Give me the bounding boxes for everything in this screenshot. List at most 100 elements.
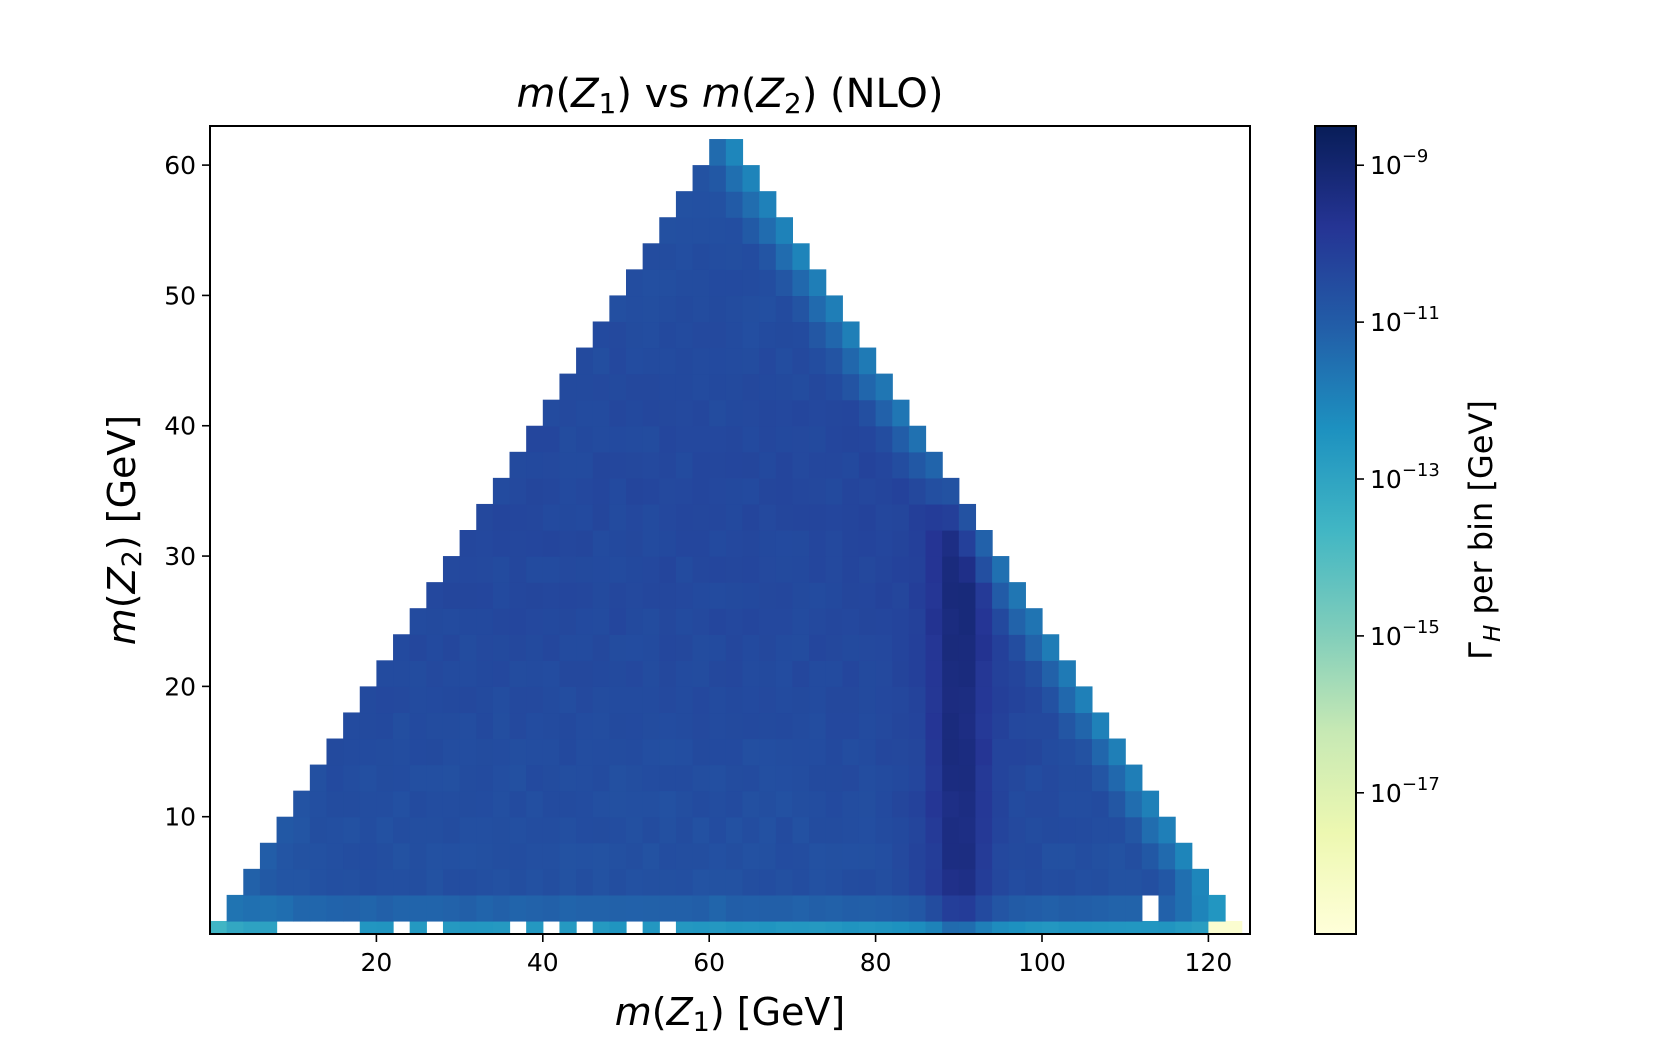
heatmap-cell <box>509 894 527 922</box>
heatmap-cell <box>709 347 727 375</box>
heatmap-cell <box>908 868 927 896</box>
heatmap-cell <box>992 764 1010 792</box>
heatmap-cell <box>958 503 977 531</box>
heatmap-cell <box>359 894 377 922</box>
heatmap-cell <box>559 477 577 505</box>
heatmap-cell <box>759 321 777 349</box>
heatmap-cell <box>1075 686 1093 714</box>
heatmap-cell <box>542 868 561 896</box>
heatmap-cell <box>908 503 927 531</box>
heatmap-cell <box>725 477 744 505</box>
heatmap-cell <box>576 399 594 427</box>
heatmap-cell <box>675 686 694 714</box>
heatmap-cell <box>576 556 594 583</box>
heatmap-cell <box>809 790 827 818</box>
heatmap-cell <box>426 686 444 714</box>
heatmap-cell <box>858 530 877 557</box>
heatmap-cell <box>709 764 727 792</box>
heatmap-cell <box>1175 842 1193 870</box>
heatmap-cell <box>1191 894 1209 922</box>
heatmap-cell <box>642 842 660 870</box>
heatmap-cell <box>526 686 544 714</box>
heatmap-cell <box>742 608 760 635</box>
heatmap-cell <box>825 608 843 635</box>
heatmap-cell <box>725 139 744 166</box>
heatmap-cell <box>1008 712 1026 740</box>
heatmap-cell <box>742 243 760 270</box>
heatmap-cell <box>925 738 943 766</box>
heatmap-cell <box>775 894 793 922</box>
heatmap-cell <box>975 790 993 818</box>
heatmap-cell <box>1058 660 1076 687</box>
heatmap-cell <box>1191 920 1209 935</box>
heatmap-cell <box>542 556 561 583</box>
heatmap-cell <box>459 556 477 583</box>
heatmap-cell <box>592 764 610 792</box>
heatmap-cell <box>476 503 494 531</box>
heatmap-cell <box>376 712 394 740</box>
heatmap-cell <box>476 634 494 661</box>
heatmap-cell <box>642 243 660 270</box>
heatmap-cell <box>576 530 594 557</box>
heatmap-cell <box>759 191 777 218</box>
heatmap-cell <box>709 373 727 401</box>
heatmap-cell <box>526 477 544 505</box>
heatmap-cell <box>459 764 477 792</box>
heatmap-cell <box>226 920 244 935</box>
heatmap-cell <box>675 634 694 661</box>
heatmap-cell <box>759 660 777 687</box>
heatmap-cell <box>492 764 511 792</box>
heatmap-cell <box>542 894 561 922</box>
heatmap-cell <box>526 503 544 531</box>
heatmap-cell <box>376 790 394 818</box>
heatmap-cell <box>809 738 827 766</box>
x-tick-label: 20 <box>360 948 392 977</box>
heatmap-cell <box>759 582 777 609</box>
heatmap-cell <box>659 425 677 453</box>
heatmap-cell <box>1158 920 1176 935</box>
heatmap-cell <box>825 790 843 818</box>
heatmap-cell <box>1042 816 1060 844</box>
heatmap-cell <box>409 686 427 714</box>
heatmap-cell <box>542 530 561 557</box>
heatmap-cell <box>1091 816 1110 844</box>
heatmap-cell <box>659 503 677 531</box>
heatmap-cell <box>992 920 1010 935</box>
heatmap-cell <box>825 399 843 427</box>
heatmap-cell <box>542 503 561 531</box>
heatmap-cell <box>925 503 943 531</box>
heatmap-cell <box>792 556 810 583</box>
heatmap-cell <box>908 530 927 557</box>
x-tick-label: 120 <box>1185 948 1233 977</box>
heatmap-cell <box>842 321 860 349</box>
heatmap-cell <box>875 764 893 792</box>
heatmap-cell <box>592 530 610 557</box>
heatmap-cell <box>925 686 943 714</box>
heatmap-cell <box>626 608 644 635</box>
heatmap-cell <box>1042 920 1060 935</box>
heatmap-cell <box>509 686 527 714</box>
heatmap-cell <box>858 868 877 896</box>
heatmap-cell <box>409 634 427 661</box>
heatmap-cell <box>576 347 594 375</box>
heatmap-cell <box>359 842 377 870</box>
heatmap-cell <box>775 920 793 935</box>
heatmap-cell <box>825 660 843 687</box>
heatmap-cell <box>875 816 893 844</box>
heatmap-cell <box>476 920 494 935</box>
heatmap-cell <box>442 686 461 714</box>
heatmap-cell <box>908 425 927 453</box>
heatmap-cell <box>1208 894 1226 922</box>
heatmap-cell <box>908 816 927 844</box>
heatmap-cell <box>509 790 527 818</box>
y-tick-label: 10 <box>164 803 196 832</box>
heatmap-cell <box>442 634 461 661</box>
heatmap-cell <box>942 738 960 766</box>
heatmap-cell <box>892 712 910 740</box>
heatmap-cell <box>692 477 710 505</box>
heatmap-cell <box>559 790 577 818</box>
heatmap-cell <box>1225 920 1243 935</box>
heatmap-cell <box>1058 686 1076 714</box>
heatmap-cell <box>442 920 461 935</box>
heatmap-cell <box>243 920 261 935</box>
